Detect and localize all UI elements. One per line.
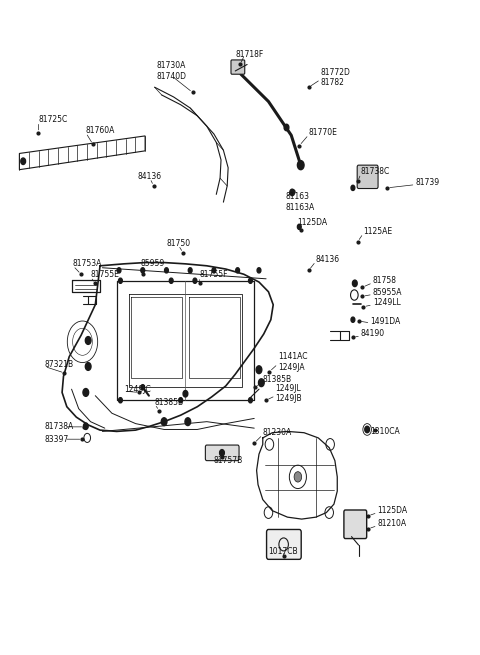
Circle shape (259, 379, 264, 386)
Circle shape (161, 418, 167, 426)
Text: 81770E: 81770E (309, 128, 337, 137)
Text: 1125DA: 1125DA (297, 218, 327, 227)
FancyBboxPatch shape (357, 165, 378, 189)
Circle shape (284, 124, 289, 131)
Circle shape (351, 185, 355, 191)
Circle shape (119, 398, 122, 403)
Text: 81755F: 81755F (200, 270, 228, 279)
Text: 81738A: 81738A (45, 422, 74, 432)
Text: 1249LL: 1249LL (373, 298, 401, 307)
Circle shape (249, 398, 252, 403)
Circle shape (183, 390, 188, 397)
Circle shape (351, 317, 355, 322)
FancyBboxPatch shape (266, 529, 301, 559)
Text: 81757B: 81757B (214, 456, 243, 465)
Text: 81718F: 81718F (235, 50, 264, 59)
Circle shape (141, 268, 144, 273)
Circle shape (257, 268, 261, 273)
Text: 84136: 84136 (316, 255, 340, 264)
Circle shape (119, 278, 122, 284)
FancyBboxPatch shape (231, 60, 245, 74)
Text: 1125DA: 1125DA (378, 506, 408, 515)
Circle shape (212, 268, 216, 273)
Circle shape (169, 278, 173, 284)
Circle shape (249, 278, 252, 284)
Text: 81772D
81782: 81772D 81782 (321, 67, 350, 87)
Text: 1310CA: 1310CA (371, 427, 400, 436)
Circle shape (85, 363, 91, 370)
FancyBboxPatch shape (205, 445, 239, 460)
Circle shape (117, 268, 121, 273)
Circle shape (188, 268, 192, 273)
Text: 81230A: 81230A (263, 428, 292, 437)
Circle shape (365, 426, 370, 433)
Circle shape (185, 418, 191, 426)
Text: 81750: 81750 (166, 238, 191, 248)
Text: 83397: 83397 (45, 435, 69, 443)
Text: 81758: 81758 (373, 276, 397, 285)
Text: 81385B: 81385B (155, 398, 184, 407)
Circle shape (83, 388, 89, 396)
Text: 84190: 84190 (361, 329, 385, 339)
FancyBboxPatch shape (344, 510, 367, 538)
Text: 1017CB: 1017CB (268, 547, 298, 556)
Text: 85955A: 85955A (373, 288, 402, 297)
Circle shape (165, 268, 168, 273)
Circle shape (219, 449, 224, 456)
Text: 1141AC
1249JA: 1141AC 1249JA (278, 352, 308, 371)
Text: 81753A: 81753A (73, 259, 102, 269)
Circle shape (193, 278, 197, 284)
Text: 81739: 81739 (416, 178, 440, 187)
Text: 81210A: 81210A (378, 519, 407, 528)
Circle shape (298, 224, 301, 229)
Text: 84136: 84136 (138, 172, 162, 181)
Text: 81760A: 81760A (86, 126, 115, 134)
Circle shape (298, 160, 304, 170)
Circle shape (294, 472, 301, 482)
Polygon shape (19, 136, 145, 170)
Circle shape (179, 398, 182, 403)
Text: 81755E: 81755E (91, 270, 120, 279)
Circle shape (290, 189, 295, 196)
Text: 1491DA: 1491DA (371, 316, 401, 326)
Circle shape (84, 423, 88, 430)
Circle shape (85, 337, 91, 345)
Circle shape (236, 268, 240, 273)
Text: 81163
81163A: 81163 81163A (285, 193, 314, 212)
Text: 87321B: 87321B (45, 360, 73, 369)
Text: 1125AE: 1125AE (363, 227, 393, 236)
Text: 85959: 85959 (140, 259, 165, 269)
Text: 1249JL
1249JB: 1249JL 1249JB (276, 384, 302, 403)
Text: 1249JC: 1249JC (124, 384, 151, 394)
Circle shape (256, 365, 262, 373)
Text: 81385B: 81385B (263, 375, 292, 384)
Circle shape (141, 384, 144, 390)
Text: 81730A
81740D: 81730A 81740D (156, 62, 186, 81)
Text: 81725C: 81725C (38, 115, 68, 124)
Text: 81738C: 81738C (361, 167, 390, 176)
Circle shape (352, 280, 357, 287)
Circle shape (21, 158, 25, 164)
